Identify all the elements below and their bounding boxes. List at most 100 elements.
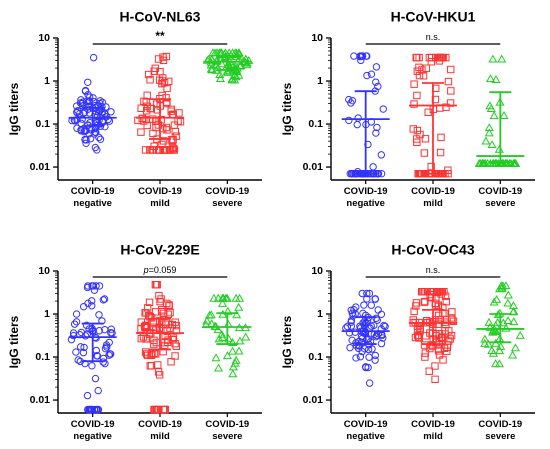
data-point xyxy=(373,316,381,324)
category-label-line1: COVID-19 xyxy=(478,186,522,197)
data-point xyxy=(350,52,358,60)
data-point xyxy=(156,67,164,76)
data-point xyxy=(228,369,238,378)
significance-prefix: p xyxy=(143,265,149,275)
data-point xyxy=(208,48,218,57)
data-point xyxy=(235,293,245,302)
data-point xyxy=(372,63,381,71)
data-point xyxy=(99,358,107,366)
data-point xyxy=(172,342,181,350)
panel-title: H-CoV-229E xyxy=(120,242,199,258)
category-label-line1: COVID-19 xyxy=(205,419,249,430)
data-point xyxy=(377,339,386,348)
y-tick-label: 0.01 xyxy=(30,161,51,173)
data-point xyxy=(431,375,439,384)
data-point xyxy=(161,405,169,414)
data-point xyxy=(235,336,245,345)
data-point xyxy=(231,355,241,364)
data-point xyxy=(501,281,511,290)
data-point xyxy=(372,78,380,86)
data-point xyxy=(377,151,386,159)
data-point xyxy=(228,346,238,355)
data-point xyxy=(515,330,525,339)
data-point xyxy=(224,48,234,57)
data-point xyxy=(202,316,212,325)
data-point xyxy=(202,55,213,64)
data-point xyxy=(234,302,244,311)
data-point xyxy=(362,52,370,60)
data-point xyxy=(434,320,442,328)
data-point xyxy=(160,79,169,87)
data-point xyxy=(354,114,362,122)
y-tick-label: 10 xyxy=(311,265,323,277)
data-point xyxy=(371,356,379,364)
data-point xyxy=(241,332,251,341)
data-point xyxy=(92,282,100,290)
panel-title: H-CoV-HKU1 xyxy=(391,9,476,25)
data-point xyxy=(421,353,429,361)
data-point xyxy=(101,344,110,353)
data-point xyxy=(421,349,430,357)
data-point xyxy=(169,144,178,153)
data-point xyxy=(442,103,450,111)
data-point xyxy=(424,108,432,116)
data-point xyxy=(84,121,92,129)
data-point xyxy=(444,77,453,86)
data-point xyxy=(508,350,518,359)
data-point xyxy=(163,126,171,134)
data-point xyxy=(441,292,450,300)
significance-text: n.s. xyxy=(426,265,441,275)
data-point xyxy=(420,288,428,296)
category-label-line2: mild xyxy=(150,198,170,209)
data-point xyxy=(150,67,159,75)
data-point xyxy=(96,135,105,143)
y-tick-label: 0.01 xyxy=(303,161,324,173)
data-point xyxy=(357,52,365,60)
data-point xyxy=(89,97,98,106)
data-point xyxy=(100,295,109,303)
data-point xyxy=(151,308,160,316)
data-point xyxy=(78,115,86,123)
data-point xyxy=(374,306,382,314)
data-point xyxy=(105,351,113,359)
data-point xyxy=(158,307,166,316)
data-point xyxy=(352,354,360,362)
data-point xyxy=(503,298,513,307)
data-point xyxy=(360,301,368,309)
data-point xyxy=(88,282,96,290)
y-tick-label: 10 xyxy=(311,32,323,44)
data-point xyxy=(409,125,417,133)
data-point xyxy=(154,361,162,369)
data-point xyxy=(217,329,227,338)
data-point xyxy=(146,362,154,370)
category-label-line2: severe xyxy=(485,431,515,442)
data-point xyxy=(437,133,445,142)
significance-label: n.s. xyxy=(426,32,441,42)
data-point xyxy=(446,335,454,343)
data-point xyxy=(145,298,154,307)
data-point xyxy=(79,302,88,311)
data-point xyxy=(214,334,224,343)
data-point xyxy=(154,121,163,129)
data-point xyxy=(494,144,504,153)
data-point xyxy=(171,352,179,360)
data-point xyxy=(83,391,92,400)
data-point xyxy=(503,316,513,325)
y-tick-label: 1 xyxy=(44,75,50,87)
y-tick-label: 1 xyxy=(44,308,50,320)
data-point xyxy=(372,129,380,137)
category-label-line1: COVID-19 xyxy=(205,186,249,197)
data-point xyxy=(165,302,173,310)
data-point xyxy=(509,317,519,326)
data-point xyxy=(74,356,82,364)
data-point xyxy=(347,318,355,326)
data-point xyxy=(490,326,500,335)
data-point xyxy=(485,322,495,331)
data-point xyxy=(84,102,93,111)
data-point xyxy=(377,310,386,318)
category-label-line1: COVID-19 xyxy=(411,419,455,430)
data-point xyxy=(169,334,178,342)
data-point xyxy=(489,111,499,120)
category-label-line2: mild xyxy=(150,431,170,442)
data-point xyxy=(509,158,519,167)
